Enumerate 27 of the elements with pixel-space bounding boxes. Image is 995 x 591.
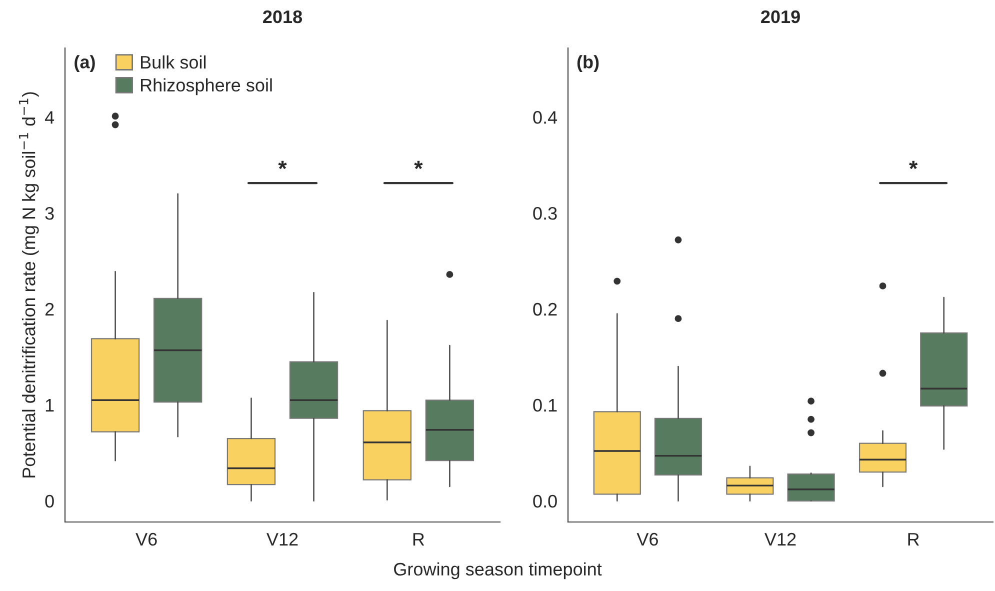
x-tick-label: R <box>908 533 919 546</box>
y-tick-label: 0.0 <box>533 494 557 508</box>
y-tick-label: 0 <box>45 494 54 508</box>
legend-label: Bulk soil <box>141 55 206 69</box>
annotation: * <box>414 160 423 170</box>
y-tick-label: 0.2 <box>533 302 557 316</box>
y-tick-label: 4 <box>44 111 54 124</box>
x-tick-label: R <box>413 533 424 546</box>
annotation: * <box>278 160 287 170</box>
annotation: (b) <box>577 55 599 72</box>
y-axis-title: Potential denitrification rate (mg N kg soil$^{−1}$ d$^{−1}$) <box>18 92 39 478</box>
y-tick-label: 0.3 <box>533 206 557 220</box>
y-tick-label: 0.1 <box>533 398 557 412</box>
annotation: * <box>909 160 918 170</box>
chart-title: 2018 <box>263 10 302 24</box>
legend-label: Rhizosphere soil <box>141 78 272 96</box>
x-tick-label: V6 <box>636 532 658 546</box>
x-tick-label: V12 <box>266 532 298 546</box>
x-tick-label: V12 <box>764 532 796 546</box>
chart-title: 2019 <box>761 10 800 24</box>
y-tick-label: 1 <box>46 399 54 412</box>
x-tick-label: V6 <box>136 532 157 546</box>
x-axis-title: Growing season timepoint <box>394 562 602 580</box>
y-tick-label: 2 <box>45 302 54 316</box>
y-tick-label: 3 <box>45 206 54 220</box>
y-tick-label: 0.4 <box>533 111 558 124</box>
annotation: (a) <box>74 55 95 72</box>
